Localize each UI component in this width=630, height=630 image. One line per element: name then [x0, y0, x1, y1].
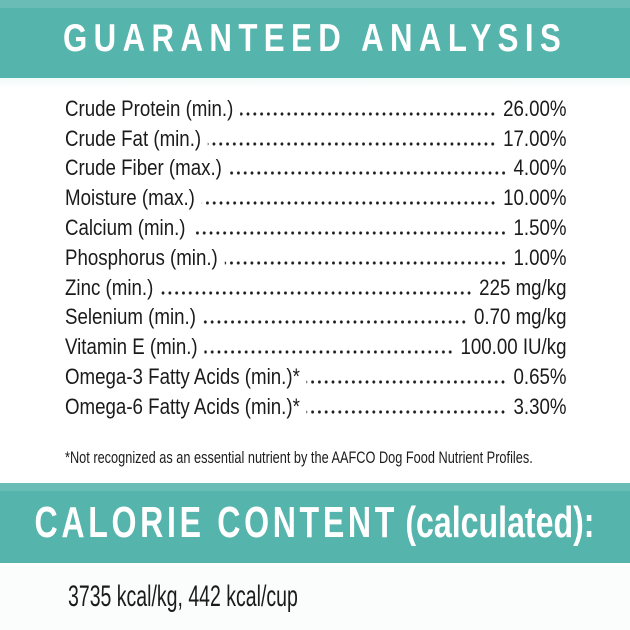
calorie-value: 3735 kcal/kg, 442 kcal/cup — [68, 580, 298, 613]
nutrient-value: 4.00% — [513, 155, 567, 181]
nutrient-label: Omega-6 Fatty Acids (min.)* — [65, 393, 300, 419]
nutrient-value: 1.00% — [513, 244, 567, 270]
nutrient-value: 100.00 IU/kg — [460, 334, 567, 360]
nutrient-value: 17.00% — [503, 125, 567, 151]
dot-leader — [305, 390, 508, 420]
table-row: Zinc (min.) 225 mg/kg — [65, 271, 567, 301]
dot-leader — [203, 330, 456, 360]
guaranteed-analysis-title: GUARANTEED ANALYSIS — [62, 17, 568, 60]
nutrient-label: Omega-3 Fatty Acids (min.)* — [65, 363, 300, 389]
dot-leader — [158, 271, 474, 301]
table-row: Crude Fat (min.) 17.00% — [65, 122, 567, 152]
aafco-footnote: *Not recognized as an essential nutrient… — [65, 448, 533, 467]
dot-leader — [191, 211, 509, 241]
nutrient-value: 3.30% — [513, 393, 567, 419]
dot-leader — [200, 181, 498, 211]
nutrient-value: 10.00% — [503, 185, 567, 211]
header-underglow — [0, 78, 630, 88]
dot-leader — [238, 92, 498, 122]
nutrient-label: Crude Fat (min.) — [65, 125, 202, 151]
table-row: Crude Protein (min.) 26.00% — [65, 92, 567, 122]
analysis-table: Crude Protein (min.) 26.00% Crude Fat (m… — [65, 92, 567, 420]
nutrient-label: Phosphorus (min.) — [65, 244, 218, 270]
nutrient-label: Crude Protein (min.) — [65, 95, 234, 121]
dot-leader — [223, 241, 508, 271]
nutrient-value: 1.50% — [513, 214, 567, 240]
bottom-background — [0, 567, 630, 630]
nutrient-label: Crude Fiber (max.) — [65, 155, 222, 181]
nutrient-label: Selenium (min.) — [65, 304, 196, 330]
nutrient-value: 0.70 mg/kg — [473, 304, 567, 330]
table-row: Moisture (max.) 10.00% — [65, 181, 567, 211]
table-row: Calcium (min.) 1.50% — [65, 211, 567, 241]
table-row: Phosphorus (min.) 1.00% — [65, 241, 567, 271]
guaranteed-analysis-header-band: GUARANTEED ANALYSIS — [0, 0, 630, 78]
table-row: Crude Fiber (max.) 4.00% — [65, 152, 567, 182]
table-row: Omega-3 Fatty Acids (min.)* 0.65% — [65, 360, 567, 390]
nutrient-label: Zinc (min.) — [65, 274, 154, 300]
table-row: Vitamin E (min.) 100.00 IU/kg — [65, 330, 567, 360]
dot-leader — [227, 152, 508, 182]
calorie-title-main: CALORIE CONTENT — [35, 498, 399, 547]
dot-leader — [206, 122, 498, 152]
calorie-content-title: CALORIE CONTENT (calculated): — [35, 498, 595, 548]
calorie-title-qualifier: (calculated): — [405, 498, 595, 547]
dot-leader — [201, 301, 469, 331]
nutrient-value: 26.00% — [503, 95, 567, 121]
dot-leader — [305, 360, 508, 390]
calorie-content-header-band: CALORIE CONTENT (calculated): — [0, 483, 630, 563]
nutrient-value: 0.65% — [513, 363, 567, 389]
nutrient-label: Calcium (min.) — [65, 214, 186, 240]
nutrient-label: Vitamin E (min.) — [65, 334, 198, 360]
nutrient-label: Moisture (max.) — [65, 185, 195, 211]
nutrient-value: 225 mg/kg — [479, 274, 567, 300]
table-row: Selenium (min.) 0.70 mg/kg — [65, 301, 567, 331]
table-row: Omega-6 Fatty Acids (min.)* 3.30% — [65, 390, 567, 420]
